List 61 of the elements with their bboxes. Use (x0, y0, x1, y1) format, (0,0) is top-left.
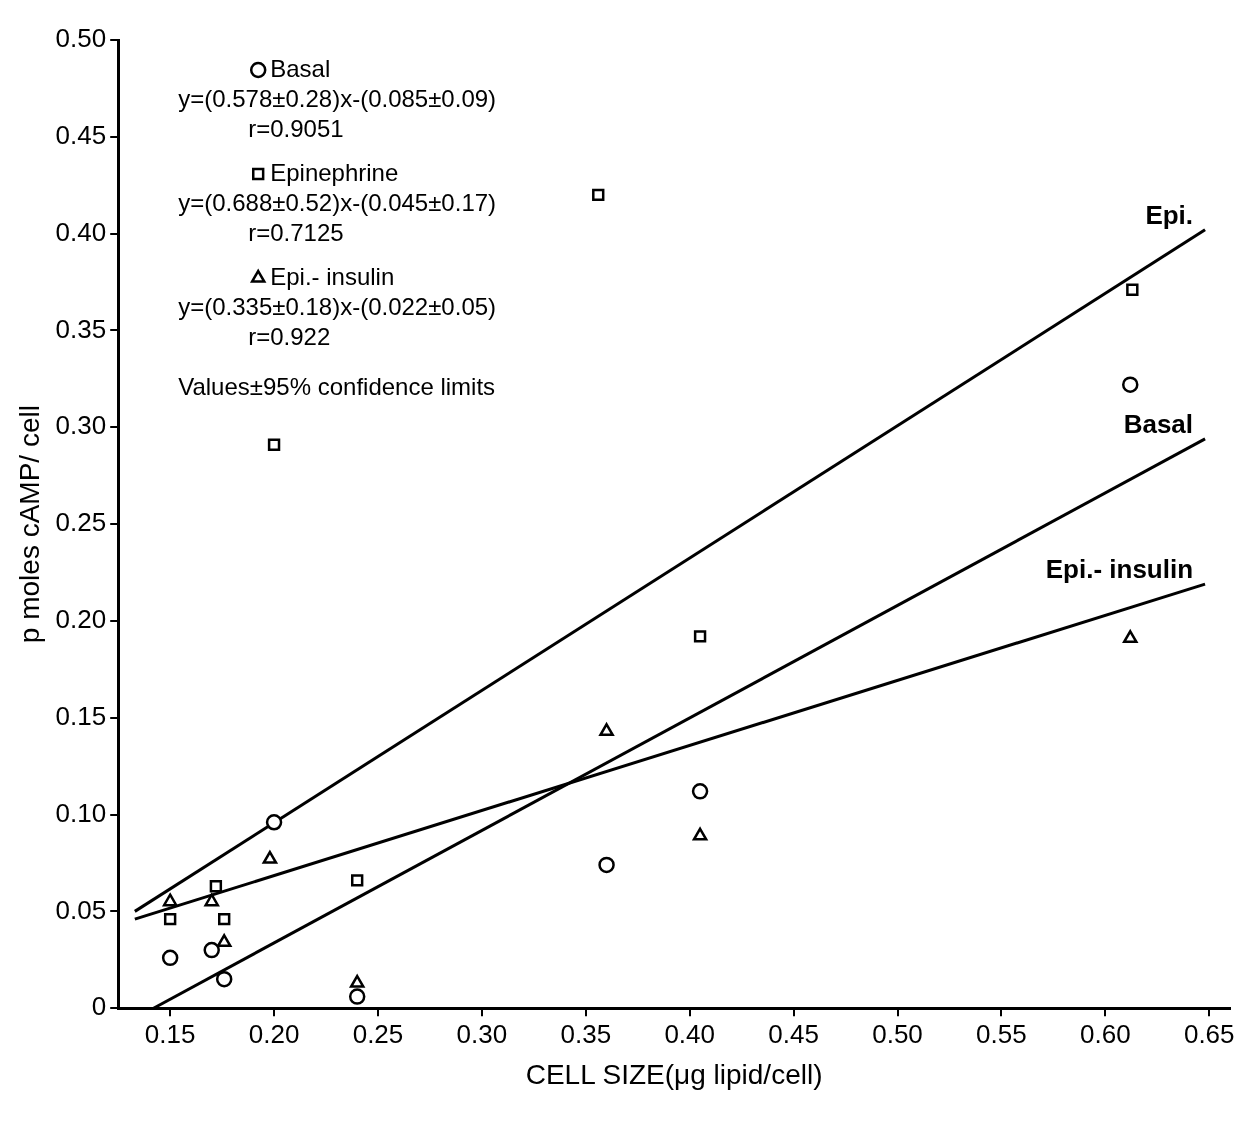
y-tick-label: 0.50 (55, 23, 107, 54)
point (204, 893, 220, 907)
point (163, 912, 177, 926)
y-tick-label: 0.30 (55, 410, 107, 441)
y-tick-label: 0.35 (55, 313, 107, 344)
y-tick-label: 0.10 (55, 797, 107, 828)
x-tick-label: 0.40 (664, 1018, 715, 1049)
y-axis-title: p moles cAMP/ cell (13, 405, 45, 644)
annotation: r=0.922 (248, 322, 331, 350)
y-tick-label: 0.25 (55, 507, 107, 538)
point (350, 874, 364, 887)
y-tick-label: 0.20 (55, 604, 107, 635)
point (215, 970, 233, 988)
annotation: y=(0.578±0.28)x-(0.085±0.09) (178, 84, 497, 112)
point (599, 723, 614, 737)
point (267, 438, 281, 451)
x-tick-label: 0.20 (248, 1018, 300, 1049)
point (217, 912, 231, 926)
x-tick-label: 0.25 (352, 1018, 404, 1049)
x-tick-label: 0.15 (144, 1018, 196, 1049)
x-tick-label: 0.65 (1183, 1018, 1235, 1049)
point (162, 893, 178, 907)
point (161, 949, 179, 967)
annotation: r=0.9051 (248, 114, 344, 142)
x-tick-label: 0.30 (456, 1018, 508, 1049)
legend-label: Epi.- insulin (270, 262, 395, 290)
x-tick-label: 0.45 (768, 1018, 819, 1049)
point (693, 630, 707, 643)
y-tick-label: 0.45 (55, 119, 107, 150)
point (592, 188, 605, 202)
legend-label: Epinephrine (270, 158, 399, 186)
legend-label: Basal (270, 54, 331, 82)
annotation: r=0.7125 (248, 218, 344, 246)
x-tick-label: 0.60 (1080, 1018, 1131, 1049)
point (209, 880, 223, 893)
point (1126, 283, 1139, 296)
series-label: Epi. (1145, 199, 1194, 230)
x-tick-label: 0.55 (976, 1018, 1027, 1049)
point (692, 827, 708, 841)
x-axis-title: CELL SIZE(μg lipid/cell) (525, 1058, 823, 1090)
y-tick-label: 0.40 (55, 216, 107, 247)
point (216, 934, 232, 948)
point (691, 783, 709, 800)
x-tick-label: 0.35 (560, 1018, 612, 1049)
x-tick-label: 0.50 (872, 1018, 923, 1049)
point (349, 974, 365, 988)
point (265, 814, 283, 831)
y-tick-label: 0 (91, 991, 107, 1022)
point (598, 856, 615, 874)
annotation: Values±95% confidence limits (178, 372, 496, 400)
y-tick-label: 0.05 (55, 894, 107, 925)
series-label: Basal (1123, 408, 1194, 439)
point (348, 988, 366, 1005)
point (1122, 376, 1139, 393)
annotation: y=(0.688±0.52)x-(0.045±0.17) (178, 188, 497, 216)
series-label: Epi.- insulin (1045, 554, 1194, 585)
annotation: y=(0.335±0.18)x-(0.022±0.05) (178, 292, 497, 320)
y-tick-label: 0.15 (55, 700, 107, 731)
point (262, 850, 278, 864)
point (1122, 630, 1138, 644)
point (203, 941, 220, 959)
